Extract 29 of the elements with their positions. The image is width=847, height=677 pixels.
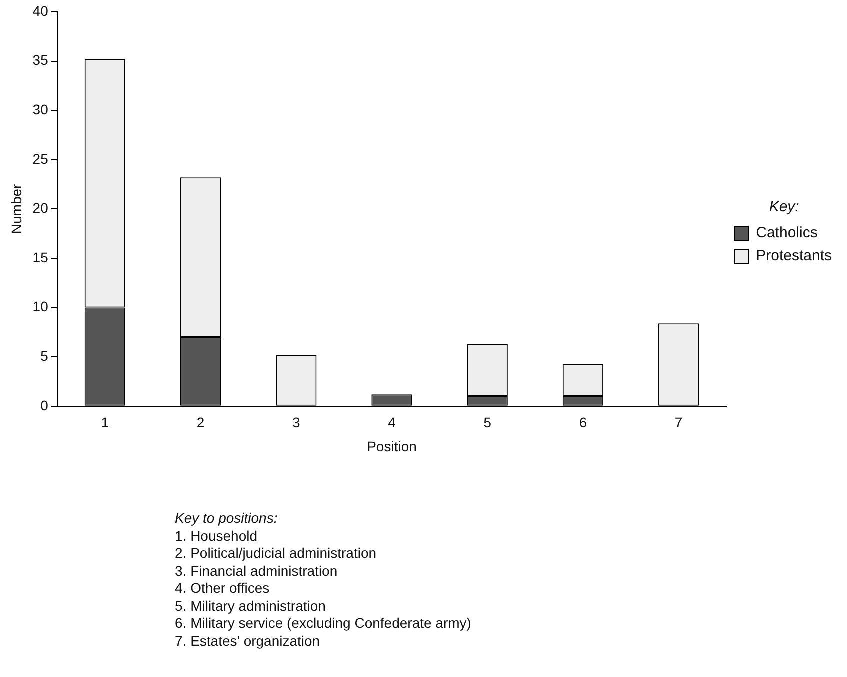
x-tick-label: 1: [101, 414, 110, 431]
y-tick-label: 40: [32, 2, 49, 19]
x-tick-label: 7: [674, 414, 683, 431]
legend-label: Catholics: [756, 224, 818, 242]
text: 7. Estates' organization: [175, 632, 322, 650]
text: 4. Other offices: [175, 580, 271, 598]
x-tick-label: 4: [388, 414, 396, 431]
text: 1. Household: [175, 528, 259, 545]
y-tick-label: 30: [32, 101, 49, 118]
y-tick-label: 25: [32, 150, 49, 167]
text: 5. Military administration: [175, 598, 327, 615]
legend-title: Key:: [769, 198, 800, 216]
text: 2. Political/judicial administration: [175, 545, 378, 562]
x-axis-title: Position: [367, 438, 417, 454]
x-tick-label: 3: [292, 414, 300, 431]
y-tick-label: 10: [32, 298, 49, 315]
text: 6. Military service (excluding Confederate army): [175, 615, 472, 632]
legend-label: Protestants: [756, 248, 832, 265]
y-tick-label: 20: [32, 200, 49, 216]
y-tick-label: 0: [40, 397, 49, 414]
text: 3. Financial administration: [175, 562, 339, 580]
y-tick-label: 35: [32, 52, 49, 68]
x-tick-label: 5: [484, 414, 492, 431]
x-tick-label: 2: [196, 414, 205, 431]
y-tick-label: 15: [32, 249, 49, 266]
x-tick-label: 6: [579, 414, 588, 431]
text: Key to positions:: [175, 510, 279, 528]
y-axis-title: Number: [8, 184, 24, 234]
y-tick-label: 5: [40, 348, 49, 364]
